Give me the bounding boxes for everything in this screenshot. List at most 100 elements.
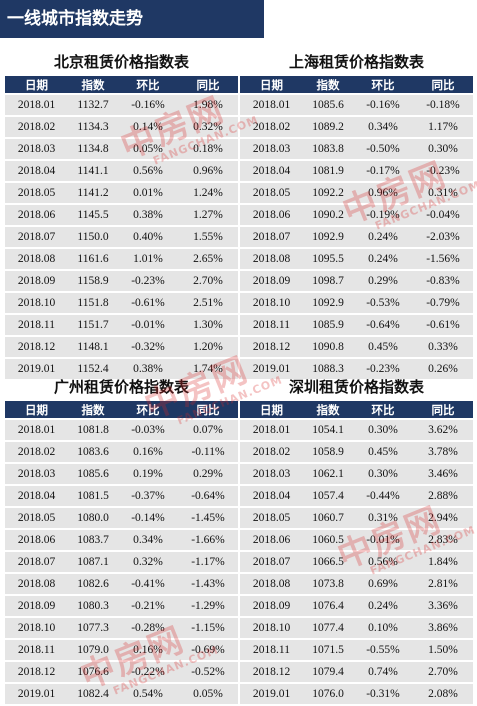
table-cell: 1092.2 — [303, 183, 353, 203]
table-cell: 2018.04 — [5, 161, 68, 181]
table-cell: 2018.05 — [240, 183, 303, 203]
table-cell: -0.01% — [118, 315, 178, 335]
table-cell: 2018.02 — [240, 117, 303, 137]
table-cell: 1158.9 — [68, 271, 118, 291]
table-cell: 1080.0 — [68, 508, 118, 528]
table-cell: 2018.06 — [240, 530, 303, 550]
table-cell: 2018.10 — [240, 618, 303, 638]
table-cell: -1.29% — [178, 596, 238, 616]
table-row: 2018.02 1058.9 0.45% 3.78% — [240, 442, 473, 462]
table-cell: 2018.05 — [5, 183, 68, 203]
table-cell: 1054.1 — [303, 420, 353, 440]
table-cell: 1057.4 — [303, 486, 353, 506]
table-cell: 0.96% — [353, 183, 413, 203]
table-cell: 2018.11 — [240, 640, 303, 660]
column-header: 环比 — [118, 401, 178, 418]
header-row: 日期 指数 环比 同比 — [240, 401, 473, 418]
column-header: 环比 — [353, 401, 413, 418]
table-cell: 2018.03 — [240, 139, 303, 159]
table-cell: 1092.9 — [303, 293, 353, 313]
table-cell: 1081.9 — [303, 161, 353, 181]
table-row: 2018.06 1083.7 0.34% -1.66% — [5, 530, 238, 550]
table-cell: 1092.9 — [303, 227, 353, 247]
table-cell: 2018.03 — [5, 464, 68, 484]
table-cell: 1148.1 — [68, 337, 118, 357]
table-cell: 1058.9 — [303, 442, 353, 462]
table-row: 2018.11 1079.0 0.16% -0.69% — [5, 640, 238, 660]
table-cell: -0.41% — [118, 574, 178, 594]
table-cell: 1066.5 — [303, 552, 353, 572]
table-row: 2018.09 1158.9 -0.23% 2.70% — [5, 271, 238, 291]
table-cell: -0.31% — [353, 684, 413, 704]
table-cell: 1088.3 — [303, 359, 353, 379]
table-cell: -0.03% — [118, 420, 178, 440]
table-cell: 1152.4 — [68, 359, 118, 379]
table-cell: 1073.8 — [303, 574, 353, 594]
table-row: 2018.01 1054.1 0.30% 3.62% — [240, 420, 473, 440]
table-cell: 2.81% — [413, 574, 473, 594]
table-row: 2019.01 1076.0 -0.31% 2.08% — [240, 684, 473, 704]
table-cell: -1.15% — [178, 618, 238, 638]
table-cell: 1083.7 — [68, 530, 118, 550]
table-cell: 2018.11 — [240, 315, 303, 335]
table-cell: 0.29% — [353, 271, 413, 291]
table-cell: -0.69% — [178, 640, 238, 660]
table-cell: -0.14% — [118, 508, 178, 528]
table-cell: -0.23% — [413, 161, 473, 181]
table-cell: 0.16% — [118, 442, 178, 462]
table-cell: 0.29% — [178, 464, 238, 484]
table-cell: 1060.5 — [303, 530, 353, 550]
table-cell: 1.55% — [178, 227, 238, 247]
table-cell: 0.30% — [413, 139, 473, 159]
table-cell: -0.64% — [178, 486, 238, 506]
column-header: 日期 — [5, 401, 68, 418]
table-cell: 2.88% — [413, 486, 473, 506]
table-cell: -0.55% — [353, 640, 413, 660]
table-cell: 2018.07 — [240, 227, 303, 247]
table-cell: -0.52% — [178, 662, 238, 682]
table-row: 2018.12 1079.4 0.74% 2.70% — [240, 662, 473, 682]
table-cell: 0.38% — [118, 359, 178, 379]
table-cell: 1141.1 — [68, 161, 118, 181]
table-cell: 2019.01 — [240, 359, 303, 379]
table-cell: 1085.9 — [303, 315, 353, 335]
table-cell: 0.38% — [118, 205, 178, 225]
table-row: 2018.04 1081.9 -0.17% -0.23% — [240, 161, 473, 181]
table-cell: 2018.07 — [5, 227, 68, 247]
table-row: 2018.05 1092.2 0.96% 0.31% — [240, 183, 473, 203]
table-title: 上海租赁价格指数表 — [288, 53, 424, 71]
table-row: 2018.09 1080.3 -0.21% -1.29% — [5, 596, 238, 616]
table-row: 2018.04 1081.5 -0.37% -0.64% — [5, 486, 238, 506]
table-cell: -0.79% — [413, 293, 473, 313]
table-cell: 1.98% — [178, 95, 238, 115]
table-cell: 1.17% — [413, 117, 473, 137]
table-cell: 0.05% — [178, 684, 238, 704]
table-cell: 1079.0 — [68, 640, 118, 660]
table-cell: 0.45% — [353, 442, 413, 462]
column-header: 指数 — [303, 76, 353, 93]
table-cell: 1150.0 — [68, 227, 118, 247]
column-header: 指数 — [68, 401, 118, 418]
table-row: 2018.01 1081.8 -0.03% 0.07% — [5, 420, 238, 440]
panel-shenzhen: 深圳租赁价格指数表 日期 指数 环比 同比 2018.01 1054.1 0.30% 3.6… — [240, 375, 473, 706]
table-cell: 2018.12 — [240, 337, 303, 357]
table-row: 2018.09 1098.7 0.29% -0.83% — [240, 271, 473, 291]
table-cell: 1151.7 — [68, 315, 118, 335]
table-row: 2018.02 1083.6 0.16% -0.11% — [5, 442, 238, 462]
table-cell: 1090.8 — [303, 337, 353, 357]
table-row: 2018.12 1090.8 0.45% 0.33% — [240, 337, 473, 357]
table-cell: 2.65% — [178, 249, 238, 269]
table-row: 2018.03 1062.1 0.30% 3.46% — [240, 464, 473, 484]
table-row: 2018.09 1076.4 0.24% 3.36% — [240, 596, 473, 616]
table-row: 2018.10 1151.8 -0.61% 2.51% — [5, 293, 238, 313]
table-cell: -1.17% — [178, 552, 238, 572]
column-header: 环比 — [353, 76, 413, 93]
table-cell: 2018.11 — [5, 315, 68, 335]
table-title: 北京租赁价格指数表 — [53, 53, 189, 71]
table-row: 2018.04 1057.4 -0.44% 2.88% — [240, 486, 473, 506]
table-row: 2018.11 1071.5 -0.55% 1.50% — [240, 640, 473, 660]
table-row: 2018.07 1150.0 0.40% 1.55% — [5, 227, 238, 247]
table-row: 2018.02 1089.2 0.34% 1.17% — [240, 117, 473, 137]
table-cell: 0.54% — [118, 684, 178, 704]
table-cell: 2018.09 — [5, 271, 68, 291]
